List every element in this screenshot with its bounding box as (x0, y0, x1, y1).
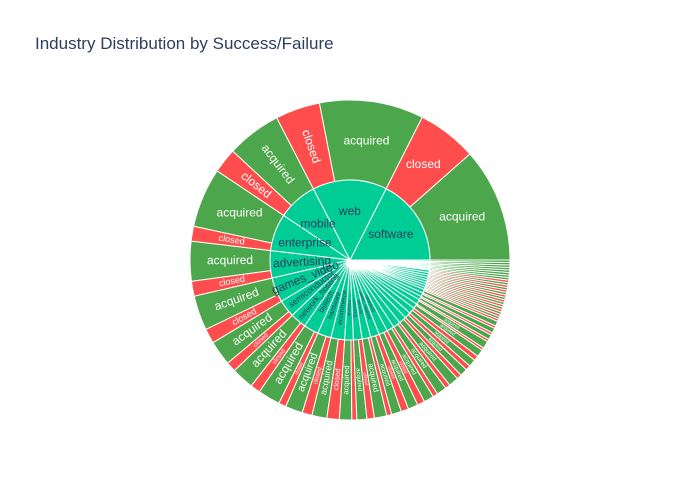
chart-title: Industry Distribution by Success/Failure (35, 34, 334, 53)
status-ring (189, 99, 511, 421)
industry-ring (269, 179, 431, 341)
status-slice-other-acquired[interactable] (429, 259, 511, 264)
